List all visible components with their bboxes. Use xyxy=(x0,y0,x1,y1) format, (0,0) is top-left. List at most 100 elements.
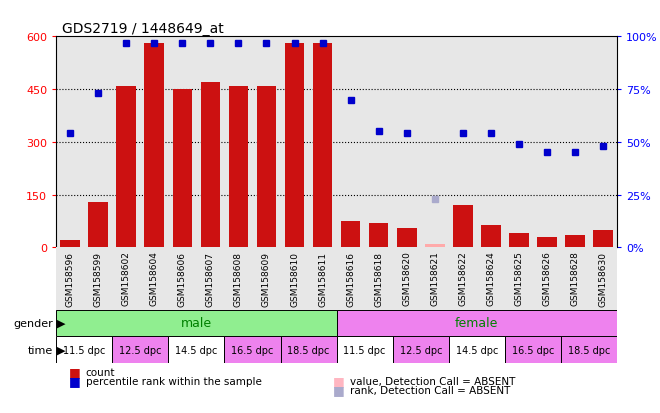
Bar xyxy=(393,337,449,363)
Text: 16.5 dpc: 16.5 dpc xyxy=(512,345,554,355)
Bar xyxy=(593,230,613,248)
Bar xyxy=(365,248,393,310)
Bar xyxy=(197,37,224,248)
Bar xyxy=(309,248,337,310)
Bar xyxy=(421,248,449,310)
Bar xyxy=(280,37,309,248)
Text: GSM158596: GSM158596 xyxy=(65,251,75,306)
Text: 12.5 dpc: 12.5 dpc xyxy=(399,345,442,355)
Bar xyxy=(112,37,140,248)
Bar xyxy=(257,86,277,248)
Bar xyxy=(140,248,168,310)
Bar xyxy=(393,248,421,310)
Bar xyxy=(533,37,561,248)
Text: GDS2719 / 1448649_at: GDS2719 / 1448649_at xyxy=(62,22,224,36)
Bar xyxy=(561,37,589,248)
Text: GSM158607: GSM158607 xyxy=(206,251,215,306)
Text: GSM158608: GSM158608 xyxy=(234,251,243,306)
Text: percentile rank within the sample: percentile rank within the sample xyxy=(86,376,261,386)
Bar xyxy=(337,310,617,337)
Bar xyxy=(112,248,140,310)
Bar xyxy=(168,37,196,248)
Text: GSM158624: GSM158624 xyxy=(486,251,496,306)
Bar xyxy=(337,37,364,248)
Text: GSM158616: GSM158616 xyxy=(346,251,355,306)
Bar xyxy=(252,37,280,248)
Bar xyxy=(224,37,252,248)
Text: ■: ■ xyxy=(333,383,345,396)
Text: 11.5 dpc: 11.5 dpc xyxy=(63,345,106,355)
Text: GSM158610: GSM158610 xyxy=(290,251,299,306)
Bar xyxy=(449,248,477,310)
Bar xyxy=(425,244,445,248)
Bar xyxy=(56,337,112,363)
Text: GSM158622: GSM158622 xyxy=(458,251,467,306)
Text: GSM158626: GSM158626 xyxy=(543,251,552,306)
Bar xyxy=(369,223,389,248)
Bar xyxy=(364,37,393,248)
Text: 14.5 dpc: 14.5 dpc xyxy=(175,345,218,355)
Bar xyxy=(56,37,84,248)
Bar xyxy=(280,337,337,363)
Bar xyxy=(84,37,112,248)
Text: 18.5 dpc: 18.5 dpc xyxy=(568,345,611,355)
Bar xyxy=(88,202,108,248)
Text: GSM158609: GSM158609 xyxy=(262,251,271,306)
Bar xyxy=(337,248,365,310)
Text: value, Detection Call = ABSENT: value, Detection Call = ABSENT xyxy=(350,376,515,386)
Text: ■: ■ xyxy=(69,374,81,387)
Text: 16.5 dpc: 16.5 dpc xyxy=(231,345,274,355)
Bar xyxy=(168,248,197,310)
Bar xyxy=(313,44,333,248)
Bar xyxy=(252,248,280,310)
Text: ▶: ▶ xyxy=(57,345,65,355)
Text: count: count xyxy=(86,367,115,377)
Bar xyxy=(284,44,304,248)
Bar xyxy=(505,248,533,310)
Bar xyxy=(280,248,309,310)
Text: male: male xyxy=(181,317,212,330)
Bar xyxy=(449,37,477,248)
Bar xyxy=(453,206,473,248)
Bar xyxy=(201,83,220,248)
Bar xyxy=(397,228,416,248)
Text: ■: ■ xyxy=(333,374,345,387)
Text: 18.5 dpc: 18.5 dpc xyxy=(287,345,330,355)
Bar xyxy=(449,337,505,363)
Text: 14.5 dpc: 14.5 dpc xyxy=(455,345,498,355)
Text: GSM158602: GSM158602 xyxy=(121,251,131,306)
Bar xyxy=(477,37,505,248)
Text: rank, Detection Call = ABSENT: rank, Detection Call = ABSENT xyxy=(350,385,510,395)
Bar xyxy=(56,310,337,337)
Bar xyxy=(197,248,224,310)
Bar xyxy=(481,225,501,248)
Text: gender: gender xyxy=(13,318,53,328)
Bar xyxy=(337,337,393,363)
Bar xyxy=(341,221,360,248)
Text: time: time xyxy=(28,345,53,355)
Bar xyxy=(589,248,617,310)
Bar xyxy=(116,86,136,248)
Text: GSM158625: GSM158625 xyxy=(514,251,523,306)
Text: 12.5 dpc: 12.5 dpc xyxy=(119,345,162,355)
Text: ■: ■ xyxy=(69,365,81,378)
Text: female: female xyxy=(455,317,498,330)
Text: GSM158618: GSM158618 xyxy=(374,251,383,306)
Bar xyxy=(224,248,252,310)
Bar xyxy=(145,44,164,248)
Bar xyxy=(561,248,589,310)
Bar xyxy=(60,241,80,248)
Bar xyxy=(224,337,280,363)
Bar xyxy=(537,237,557,248)
Bar xyxy=(533,248,561,310)
Text: GSM158630: GSM158630 xyxy=(599,251,608,306)
Bar xyxy=(565,235,585,248)
Text: GSM158604: GSM158604 xyxy=(150,251,159,306)
Bar xyxy=(393,37,421,248)
Bar xyxy=(112,337,168,363)
Bar xyxy=(140,37,168,248)
Bar xyxy=(505,337,561,363)
Text: GSM158611: GSM158611 xyxy=(318,251,327,306)
Text: GSM158606: GSM158606 xyxy=(178,251,187,306)
Bar xyxy=(561,337,617,363)
